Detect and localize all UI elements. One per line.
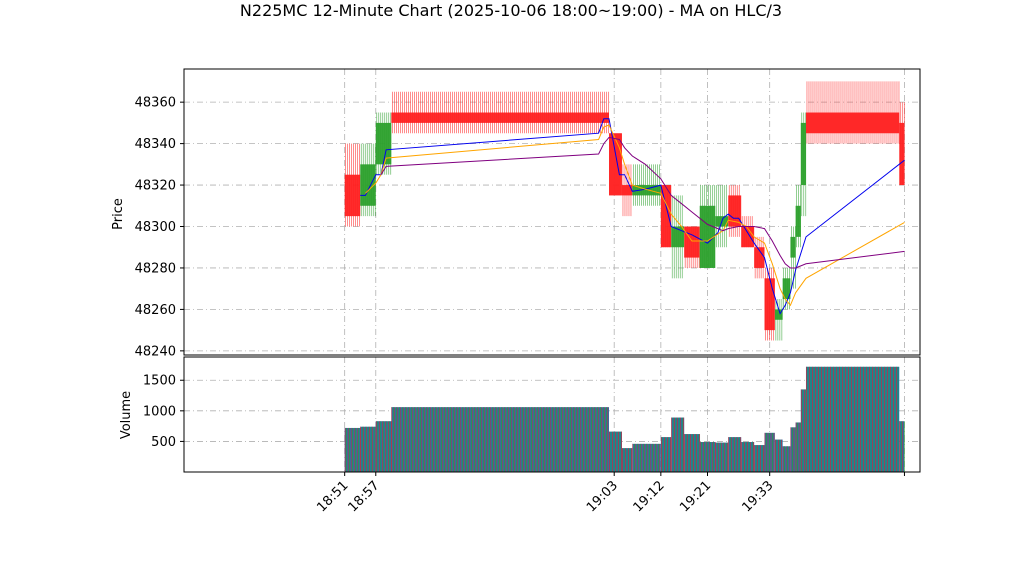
volume-bar — [741, 442, 755, 472]
volume-bar — [764, 432, 775, 472]
candle-body — [805, 112, 900, 134]
candle-body — [800, 122, 806, 186]
moving-average-lines — [360, 118, 905, 315]
candle — [671, 195, 685, 279]
x-tick-label: 18:51 — [314, 478, 351, 515]
volume-bar — [375, 421, 392, 472]
candle — [805, 81, 900, 144]
candle-body — [632, 185, 661, 196]
candle-body — [774, 309, 783, 320]
price-panel-frame — [183, 68, 921, 356]
volume-tick-label: 1000 — [143, 404, 176, 419]
candle — [344, 143, 361, 227]
candle — [795, 185, 801, 248]
price-tick-label: 48300 — [135, 220, 176, 235]
candle-body — [795, 205, 801, 237]
candle-body — [684, 226, 700, 258]
price-tick-label: 48240 — [135, 344, 176, 359]
volume-bar — [684, 434, 701, 472]
volume-bar — [360, 426, 377, 472]
x-tick-label: 18:57 — [346, 478, 383, 515]
candle-body — [344, 174, 361, 217]
volume-bar — [699, 442, 716, 472]
candle — [728, 185, 742, 237]
candle-body — [621, 185, 633, 196]
chart-title: N225MC 12-Minute Chart (2025-10-06 18:00… — [240, 1, 782, 20]
x-tick-label: 19:33 — [739, 478, 776, 515]
candle-body — [754, 247, 765, 268]
ma-line — [380, 136, 905, 269]
candle — [774, 299, 783, 341]
volume-bar — [632, 443, 661, 472]
volume-bar — [715, 442, 729, 472]
x-tick-label: 19:03 — [584, 478, 621, 515]
volume-bar — [621, 448, 633, 472]
candle — [391, 91, 610, 134]
candle — [899, 102, 905, 186]
volume-bar — [782, 446, 791, 472]
x-tick-label: 19:12 — [631, 478, 668, 515]
candle-body — [764, 278, 775, 331]
candle — [800, 112, 807, 217]
candle — [741, 216, 755, 248]
candle — [754, 236, 765, 279]
ma-line — [365, 124, 905, 307]
volume-bar — [609, 431, 622, 472]
volume-bar — [754, 445, 765, 472]
volume-bars — [344, 366, 905, 472]
price-tick-label: 48360 — [135, 96, 176, 111]
volume-bar — [728, 437, 742, 472]
candle-body — [790, 236, 796, 258]
volume-axis-label: Volume — [119, 391, 134, 439]
candle-body — [741, 226, 755, 248]
volume-bar — [800, 389, 807, 472]
candle-body — [391, 112, 610, 123]
candle — [764, 267, 775, 341]
candle — [632, 164, 661, 206]
candle — [609, 133, 622, 196]
volume-bar — [344, 427, 361, 472]
price-tick-label: 48320 — [135, 179, 176, 194]
price-tick-label: 48260 — [135, 303, 176, 318]
candle-body — [671, 226, 685, 248]
price-axis-label: Price — [111, 198, 126, 230]
candle-body — [375, 122, 392, 165]
candle-body — [899, 122, 905, 186]
candles — [344, 81, 905, 341]
volume-tick-label: 500 — [151, 435, 176, 450]
volume-bar — [805, 366, 900, 472]
candle-body — [782, 278, 791, 300]
volume-bar — [671, 417, 685, 472]
volume-bar — [790, 427, 796, 472]
volume-axis-ticks: 500 1000 1500 — [143, 374, 184, 450]
volume-bar — [795, 422, 801, 472]
candle — [621, 164, 633, 217]
price-tick-label: 48280 — [135, 261, 176, 276]
ma-line — [360, 118, 905, 315]
candle-body — [728, 195, 742, 227]
volume-bar — [774, 439, 783, 472]
volume-bar — [899, 421, 905, 472]
volume-panel-frame — [183, 356, 921, 473]
candle-body — [609, 133, 622, 196]
volume-tick-label: 1500 — [143, 374, 176, 389]
x-tick-label: 19:21 — [677, 478, 714, 515]
candle-body — [660, 185, 672, 248]
candle — [660, 185, 672, 248]
volume-bar — [391, 407, 610, 472]
price-grid — [184, 69, 920, 355]
price-tick-label: 48340 — [135, 137, 176, 152]
volume-bar — [660, 437, 672, 472]
price-axis-ticks: 48240 48260 48280 48300 48320 48340 48360 — [135, 96, 184, 359]
